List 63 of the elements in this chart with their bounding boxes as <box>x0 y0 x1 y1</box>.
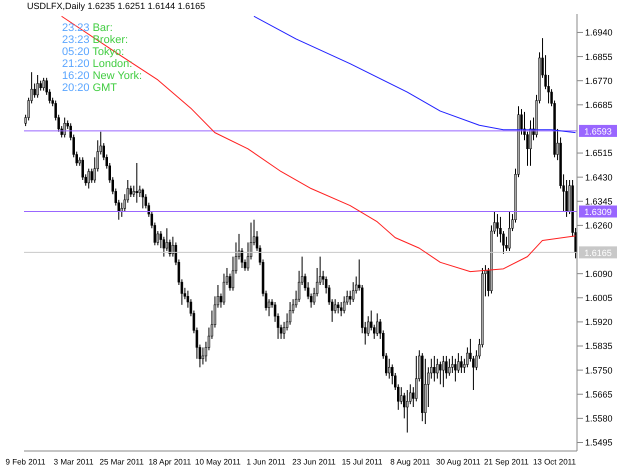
annotation: 21:20 London: <box>62 58 132 70</box>
line-series <box>253 16 576 134</box>
candlestick <box>439 361 442 385</box>
x-tick-label: 13 Oct 2011 <box>532 458 576 467</box>
candlestick <box>388 358 391 380</box>
ref-line-label: 1.6593 <box>584 126 612 136</box>
candlestick <box>334 298 336 314</box>
y-tick-label: 1.5665 <box>585 389 613 400</box>
candlestick <box>340 302 342 317</box>
candlestick <box>63 117 66 138</box>
annotation: 16:20 New York: <box>62 70 142 82</box>
x-tick-label: 10 May 2011 <box>195 458 242 467</box>
candlestick <box>42 77 45 92</box>
candlestick <box>376 312 378 337</box>
line-series <box>61 16 576 272</box>
candlestick <box>460 355 463 374</box>
y-tick-label: 1.5920 <box>585 317 613 328</box>
candlestick <box>39 80 42 92</box>
candlestick <box>130 185 132 198</box>
y-tick-label: 1.6005 <box>585 292 613 303</box>
candlestick <box>36 74 39 98</box>
candlestick <box>442 355 445 388</box>
candlestick <box>451 355 454 374</box>
x-tick-label: 8 Aug 2011 <box>390 458 431 467</box>
candlestick <box>136 162 138 204</box>
x-tick-label: 1 Jun 2011 <box>246 458 286 467</box>
y-tick-label: 1.6515 <box>585 148 613 158</box>
candlestick <box>166 228 168 252</box>
x-tick-label: 3 Mar 2011 <box>54 458 94 467</box>
candlestick <box>336 302 340 314</box>
y-tick-label: 1.6940 <box>585 28 613 38</box>
candlestick <box>529 120 532 166</box>
y-tick-label: 1.6430 <box>585 172 613 182</box>
y-tick-label: 1.5750 <box>585 365 613 376</box>
chart-title: USDLFX,Daily 1.6235 1.6251 1.6144 1.6165 <box>27 1 206 11</box>
annotation: 20:20 GMT <box>62 82 118 94</box>
y-tick-label: 1.5835 <box>585 341 613 352</box>
candlestick <box>454 358 457 382</box>
x-tick-label: 30 Aug 2011 <box>436 458 482 467</box>
x-tick-label: 18 Apr 2011 <box>148 458 192 467</box>
y-tick-label: 1.6685 <box>585 100 613 110</box>
x-tick-label: 23 Jun 2011 <box>292 458 336 467</box>
x-tick-label: 15 Jul 2011 <box>342 458 384 467</box>
candlestick <box>33 83 36 98</box>
candlestick <box>87 168 90 190</box>
ref-line-label: 1.6309 <box>584 207 612 217</box>
y-tick-label: 1.6855 <box>585 52 613 62</box>
y-tick-label: 1.6260 <box>585 220 613 231</box>
y-tick-label: 1.6090 <box>585 268 613 279</box>
candlestick <box>448 358 451 376</box>
y-tick-label: 1.6770 <box>585 76 613 86</box>
candlestick <box>433 355 436 382</box>
candlestick <box>142 188 144 209</box>
y-tick-label: 1.5580 <box>585 414 613 424</box>
candlestick <box>90 168 93 184</box>
x-tick-label: 25 Mar 2011 <box>100 458 144 467</box>
candlestick <box>348 290 352 306</box>
y-tick-label: 1.6345 <box>585 196 613 206</box>
y-tick-label: 1.5495 <box>585 438 613 448</box>
x-tick-label: 21 Sep 2011 <box>484 458 530 467</box>
x-tick-label: 9 Feb 2011 <box>6 458 46 467</box>
candlestick <box>508 210 511 252</box>
candlestick <box>400 386 403 405</box>
